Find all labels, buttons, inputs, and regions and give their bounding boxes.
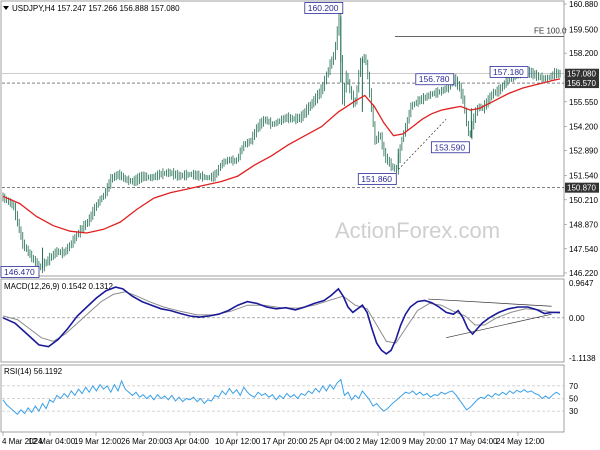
macd-tick-label: -1.1138 bbox=[569, 354, 596, 363]
price-label-box bbox=[489, 65, 529, 78]
macd-panel bbox=[0, 278, 565, 363]
price-label-text: 153.590 bbox=[434, 142, 465, 152]
rsi-label: RSI(14) 56.1192 bbox=[4, 367, 63, 376]
price-tick-label: 150.210 bbox=[569, 196, 598, 205]
time-tick-label: 25 Apr 04:00 bbox=[309, 437, 355, 446]
price-tick-label: 160.880 bbox=[569, 0, 598, 9]
price-plot bbox=[2, 11, 561, 274]
macd-tick-label: 0.00 bbox=[569, 314, 585, 323]
rsi-line bbox=[2, 378, 561, 416]
price-tick-label: 158.200 bbox=[569, 49, 598, 58]
macd-upper-trendline bbox=[428, 298, 552, 307]
price-marker-label: 157.080 bbox=[567, 70, 596, 79]
price-label-text: 160.200 bbox=[308, 3, 339, 13]
price-label-text: 157.180 bbox=[493, 67, 524, 77]
time-tick-label: 17 Apr 20:00 bbox=[262, 437, 308, 446]
time-tick-label: 24 May 12:00 bbox=[496, 437, 545, 446]
time-tick-label: 9 May 20:00 bbox=[402, 437, 447, 446]
price-labels: 160.200 156.780 157.180 151.860 153.590 146.4… bbox=[0, 2, 529, 278]
macd-plot bbox=[2, 286, 564, 355]
fe-level-label: FE 100.0 bbox=[534, 27, 567, 36]
moving-average-line bbox=[2, 78, 561, 234]
price-marker-box bbox=[565, 68, 599, 79]
time-tick-label: 2 May 12:00 bbox=[356, 437, 401, 446]
dashed-trend-line bbox=[398, 118, 447, 170]
price-label-text: 151.860 bbox=[361, 174, 392, 184]
price-tick-label: 159.500 bbox=[569, 25, 598, 34]
time-tick-label: 4 Mar 2024 bbox=[2, 437, 43, 446]
price-marker-box bbox=[565, 78, 599, 89]
price-label-box bbox=[0, 266, 40, 278]
price-label-box bbox=[357, 173, 397, 185]
time-tick-label: 10 Apr 12:00 bbox=[215, 437, 261, 446]
rsi-tick-label: 70 bbox=[569, 382, 578, 391]
macd-axis: 0.9647 0.00 -1.1138 bbox=[569, 279, 596, 363]
symbol-dropdown-icon[interactable] bbox=[3, 6, 9, 10]
price-marker-label: 156.570 bbox=[567, 79, 596, 88]
macd-main-line bbox=[2, 286, 560, 355]
chart-title: USDJPY,H4 157.247 157.266 156.888 157.08… bbox=[12, 4, 180, 13]
price-label-box bbox=[304, 2, 344, 14]
price-tick-label: 146.220 bbox=[569, 269, 598, 278]
time-tick-label: 19 Mar 12:00 bbox=[74, 437, 122, 446]
price-label-box bbox=[415, 73, 455, 86]
price-label-text: 156.780 bbox=[419, 74, 450, 84]
macd-label: MACD(12,26,9) 0.1542 0.1312 bbox=[4, 282, 114, 291]
rsi-plot bbox=[2, 378, 561, 416]
price-tick-label: 147.540 bbox=[569, 245, 598, 254]
time-tick-label: 26 Mar 20:00 bbox=[121, 437, 169, 446]
horizontal-levels: 156.570 150.870 FE 100.0 157.080 bbox=[2, 27, 599, 193]
rsi-tick-label: 50 bbox=[569, 395, 578, 404]
price-label-text: 146.470 bbox=[4, 267, 35, 277]
price-panel bbox=[0, 0, 565, 277]
rsi-tick-label: 30 bbox=[569, 407, 578, 416]
price-marker-box bbox=[565, 182, 599, 193]
time-tick-label: 3 Apr 04:00 bbox=[168, 437, 209, 446]
price-tick-label: 155.550 bbox=[569, 98, 598, 107]
price-tick-label: 154.200 bbox=[569, 123, 598, 132]
macd-lower-trendline bbox=[446, 313, 552, 338]
price-marker-label: 150.870 bbox=[567, 184, 596, 193]
time-tick-label: 17 May 04:00 bbox=[449, 437, 498, 446]
time-tick-label: 12 Mar 04:00 bbox=[28, 437, 76, 446]
price-tick-label: 152.890 bbox=[569, 147, 598, 156]
price-tick-label: 151.540 bbox=[569, 171, 598, 180]
price-label-box bbox=[430, 141, 470, 154]
price-tick-label: 148.870 bbox=[569, 220, 598, 229]
macd-tick-label: 0.9647 bbox=[569, 279, 594, 288]
watermark: ActionForex.com bbox=[335, 218, 500, 243]
